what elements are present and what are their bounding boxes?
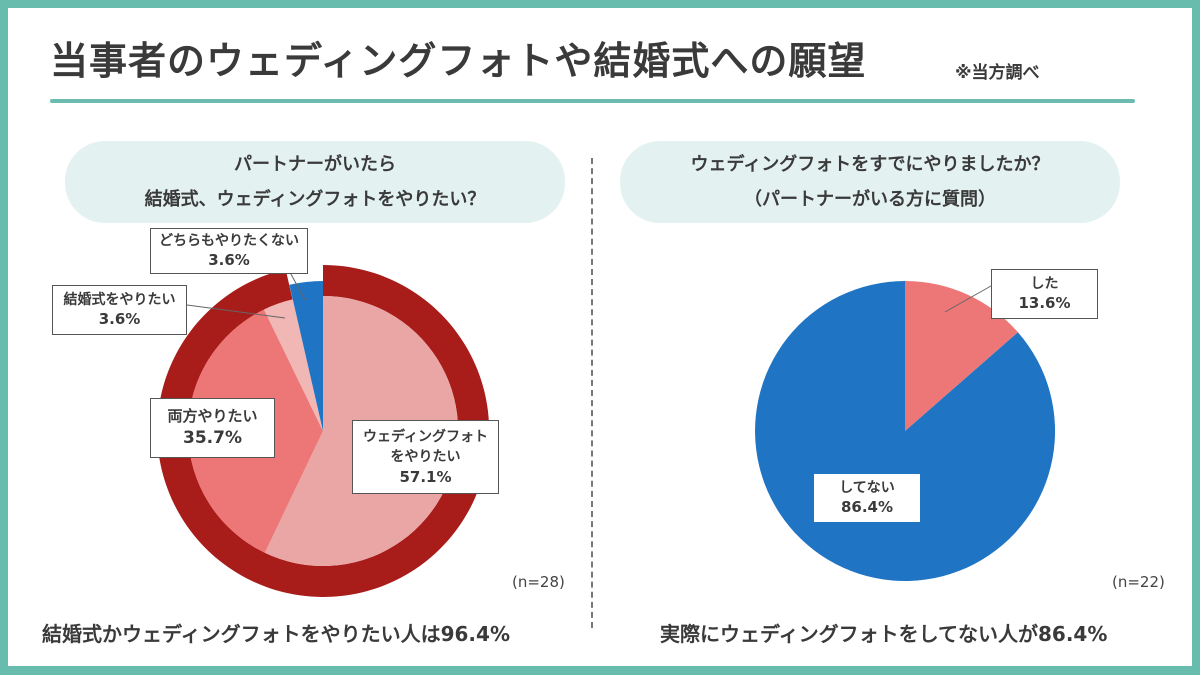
- left-question-line2: 結婚式、ウェディングフォトをやりたい？: [144, 189, 486, 210]
- source-note: ※当方調べ: [955, 63, 1040, 83]
- right-pie-chart: [755, 281, 1056, 582]
- slice-wedding-only: [264, 299, 323, 431]
- left-sample-size: (n=28): [512, 573, 565, 591]
- page-title: 当事者のウェディングフォトや結婚式への願望: [50, 39, 867, 83]
- slice-neither: [289, 281, 323, 431]
- right-question-pill: ウェディングフォトをすでにやりましたか？ （パートナーがいる方に質問）: [620, 141, 1120, 223]
- label-wedding-only-name: 結婚式をやりたい: [63, 292, 176, 308]
- leader-line-wedding-only: [186, 304, 286, 319]
- right-sample-size: (n=22): [1112, 573, 1165, 591]
- label-photo-only-name2: をやりたい: [390, 449, 461, 465]
- label-photo-only: ウェディングフォト をやりたい 57.1%: [352, 420, 499, 494]
- slice-done: [905, 281, 1018, 431]
- panel-divider: [591, 158, 593, 628]
- label-neither-name: どちらもやりたくない: [159, 233, 299, 249]
- title-underline: [50, 99, 1135, 103]
- right-question-line1: ウェディングフォトをすでにやりましたか？: [690, 154, 1050, 175]
- label-done: した 13.6%: [991, 269, 1098, 319]
- label-not-done-name: してない: [839, 480, 895, 496]
- left-question-pill: パートナーがいたら 結婚式、ウェディングフォトをやりたい？: [65, 141, 565, 223]
- label-neither: どちらもやりたくない 3.6%: [150, 228, 308, 274]
- label-wedding-only: 結婚式をやりたい 3.6%: [52, 285, 187, 335]
- label-both-name: 両方やりたい: [167, 407, 258, 425]
- left-question-line1: パートナーがいたら: [234, 154, 396, 175]
- label-done-pct: 13.6%: [1018, 294, 1071, 312]
- label-photo-only-pct: 57.1%: [399, 468, 452, 486]
- left-summary: 結婚式かウェディングフォトをやりたい人は96.4%: [42, 622, 510, 646]
- label-not-done-pct: 86.4%: [840, 498, 894, 516]
- right-summary: 実際にウェディングフォトをしてない人が86.4%: [660, 622, 1108, 646]
- right-question-line2: （パートナーがいる方に質問）: [744, 189, 996, 210]
- label-neither-pct: 3.6%: [208, 251, 250, 269]
- label-wedding-only-pct: 3.6%: [98, 310, 141, 328]
- label-not-done: してない 86.4%: [814, 474, 920, 522]
- label-both-pct: 35.7%: [183, 428, 242, 448]
- label-photo-only-name1: ウェディングフォト: [362, 429, 489, 445]
- leader-line-done: [944, 281, 999, 313]
- label-both: 両方やりたい 35.7%: [150, 398, 275, 458]
- label-done-name: した: [1030, 276, 1059, 292]
